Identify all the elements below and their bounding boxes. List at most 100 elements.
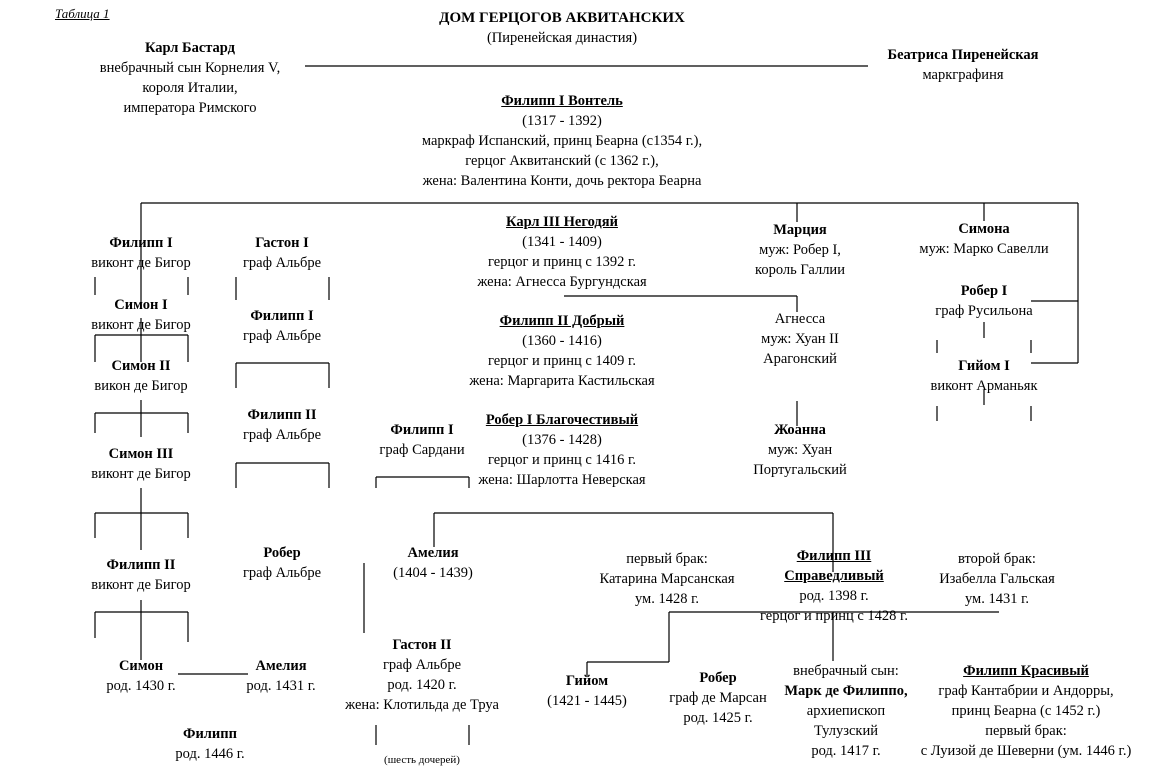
person-philippe-albret-2: Филипп II граф Альбре bbox=[243, 405, 321, 445]
person-philippe-1446: Филипп род. 1446 г. bbox=[175, 724, 244, 764]
person-name: Филипп II Добрый bbox=[499, 313, 625, 329]
person-name: Марция bbox=[773, 222, 827, 238]
person-name: Филипп Красивый bbox=[963, 663, 1089, 679]
person-name: Беатриса Пиренейская bbox=[887, 47, 1039, 63]
person-detail: архиепископ bbox=[806, 703, 886, 719]
person-gaston-2: Гастон II граф Альбре род. 1420 г. жена: Кл… bbox=[345, 635, 499, 715]
person-first-marriage: первый брак: Катарина Марсанская ум. 1428 … bbox=[599, 549, 734, 609]
person-detail: внебрачный сын: bbox=[793, 663, 899, 679]
person-detail: виконт де Бигор bbox=[91, 466, 191, 482]
person-name: Филипп I bbox=[109, 235, 173, 251]
person-detail: ум. 1431 г. bbox=[964, 591, 1030, 607]
person-second-marriage: второй брак: Изабелла Гальская ум. 1431 г. bbox=[939, 549, 1055, 609]
person-name: Филипп I bbox=[250, 308, 314, 324]
person-name: Филипп III bbox=[796, 548, 872, 564]
person-detail: Тулузский bbox=[814, 723, 878, 739]
person-simon-1: Симон I виконт де Бигор bbox=[91, 295, 191, 335]
person-detail: род. 1431 г. bbox=[246, 678, 316, 694]
person-detail: граф Альбре bbox=[242, 565, 322, 581]
person-detail: граф Альбре bbox=[242, 328, 322, 344]
person-detail: граф Русильона bbox=[935, 303, 1033, 319]
person-detail: род. 1420 г. bbox=[387, 677, 457, 693]
person-name: Гастон II bbox=[392, 637, 452, 653]
page-subtitle: (Пиренейская династия) bbox=[486, 30, 638, 46]
person-philippe-albret-1: Филипп I граф Альбре bbox=[243, 306, 321, 346]
person-guillaume-armagnac: Гийом I виконт Арманьяк bbox=[931, 356, 1038, 396]
person-detail: короля Италии, bbox=[142, 80, 238, 96]
person-robert-albret: Робер граф Альбре bbox=[243, 543, 321, 583]
person-joanna: Жоанна муж: Хуан Португальский bbox=[753, 420, 847, 480]
person-name: Амелия bbox=[407, 545, 459, 561]
person-detail: жена: Маргарита Кастильская bbox=[469, 373, 655, 389]
person-detail: внебрачный сын Корнелия V, bbox=[99, 60, 281, 76]
person-detail: (1421 - 1445) bbox=[547, 693, 627, 709]
person-guillaume-1421: Гийом (1421 - 1445) bbox=[547, 671, 627, 711]
person-detail: граф Альбре bbox=[242, 427, 322, 443]
person-name: Филипп II bbox=[247, 407, 317, 423]
person-detail: принц Беарна (с 1452 г.) bbox=[951, 703, 1101, 719]
person-detail: род. 1430 г. bbox=[106, 678, 176, 694]
person-detail: (1360 - 1416) bbox=[522, 333, 602, 349]
person-detail: ум. 1428 г. bbox=[634, 591, 700, 607]
person-name: Симон I bbox=[114, 297, 168, 313]
person-philippe-bigor-2: Филипп II виконт де Бигор bbox=[91, 555, 191, 595]
person-detail: род. 1446 г. bbox=[175, 746, 245, 762]
person-robert-roussillon: Робер I граф Русильона bbox=[935, 281, 1032, 321]
person-detail: герцог и принц с 1392 г. bbox=[488, 254, 636, 270]
person-detail: король Галлии bbox=[755, 262, 845, 278]
person-robert-pious: Робер I Благочестивый (1376 - 1428) герцог… bbox=[478, 410, 645, 490]
person-amelia-1404: Амелия (1404 - 1439) bbox=[393, 543, 473, 583]
person-name: Амелия bbox=[255, 658, 307, 674]
person-detail: виконт Арманьяк bbox=[930, 378, 1038, 394]
person-detail: первый брак: bbox=[626, 551, 708, 567]
person-name: Робер bbox=[699, 670, 737, 686]
person-detail: Изабелла Гальская bbox=[939, 571, 1055, 587]
person-detail: Португальский bbox=[753, 462, 847, 478]
person-name: Филипп bbox=[182, 726, 237, 742]
page-title: ДОМ ГЕРЦОГОВ АКВИТАНСКИХ bbox=[439, 10, 685, 26]
person-karl-3: Карл III Негодяй (1341 - 1409) герцог и пр… bbox=[477, 212, 646, 292]
person-detail: род. 1417 г. bbox=[811, 743, 881, 759]
person-detail: жена: Клотильда де Труа bbox=[345, 697, 499, 713]
person-simon-1430: Симон род. 1430 г. bbox=[106, 656, 175, 696]
person-detail: граф Сардани bbox=[379, 442, 465, 458]
person-detail: герцог Аквитанский (с 1362 г.), bbox=[465, 153, 659, 169]
person-detail: герцог и принц с 1428 г. bbox=[760, 608, 908, 624]
person-detail: маркграфиня bbox=[922, 67, 1004, 83]
person-detail: жена: Валентина Конти, дочь ректора Беар… bbox=[422, 173, 702, 189]
person-name: Симон bbox=[118, 658, 164, 674]
person-detail: жена: Агнесса Бургундская bbox=[477, 274, 647, 290]
person-detail: муж: Хуан bbox=[767, 442, 833, 458]
person-amelia-1431: Амелия род. 1431 г. bbox=[246, 656, 315, 696]
person-detail: герцог и принц с 1409 г. bbox=[488, 353, 636, 369]
person-detail: муж: Робер I, bbox=[759, 242, 841, 258]
person-agnessa: Агнесса муж: Хуан II Арагонский bbox=[761, 309, 839, 369]
person-six-daughters: (шесть дочерей) bbox=[384, 750, 460, 770]
person-detail: род. 1398 г. bbox=[799, 588, 869, 604]
person-detail: (1376 - 1428) bbox=[522, 432, 602, 448]
person-name: Гийом I bbox=[958, 358, 1010, 374]
person-detail: (1341 - 1409) bbox=[522, 234, 602, 250]
person-name: Карл III Негодяй bbox=[506, 214, 618, 230]
person-name: Карл Бастард bbox=[144, 40, 236, 56]
person-detail: викон де Бигор bbox=[94, 378, 188, 394]
person-detail: граф Кантабрии и Андорры, bbox=[938, 683, 1114, 699]
person-detail: герцог и принц с 1416 г. bbox=[488, 452, 636, 468]
person-detail: императора Римского bbox=[123, 100, 257, 116]
person-name: Робер bbox=[263, 545, 301, 561]
person-name: Робер I bbox=[960, 283, 1008, 299]
person-name: Робер I Благочестивый bbox=[485, 412, 639, 428]
person-detail: с Луизой де Шеверни (ум. 1446 г.) bbox=[920, 743, 1132, 759]
person-detail: муж: Марко Савелли bbox=[919, 241, 1049, 257]
person-name: Симона bbox=[958, 221, 1010, 237]
person-name: Гастон I bbox=[255, 235, 309, 251]
person-detail: (1317 - 1392) bbox=[522, 113, 602, 129]
person-marcia: Марция муж: Робер I, король Галлии bbox=[755, 220, 845, 280]
person-name: Филипп I bbox=[390, 422, 454, 438]
person-name: Жоанна bbox=[774, 422, 826, 438]
person-philippe-2-good: Филипп II Добрый (1360 - 1416) герцог и пр… bbox=[469, 311, 654, 391]
person-detail: первый брак: bbox=[985, 723, 1067, 739]
person-simon-2: Симон II викон де Бигор bbox=[94, 356, 187, 396]
person-simon-3: Симон III виконт де Бигор bbox=[91, 444, 191, 484]
